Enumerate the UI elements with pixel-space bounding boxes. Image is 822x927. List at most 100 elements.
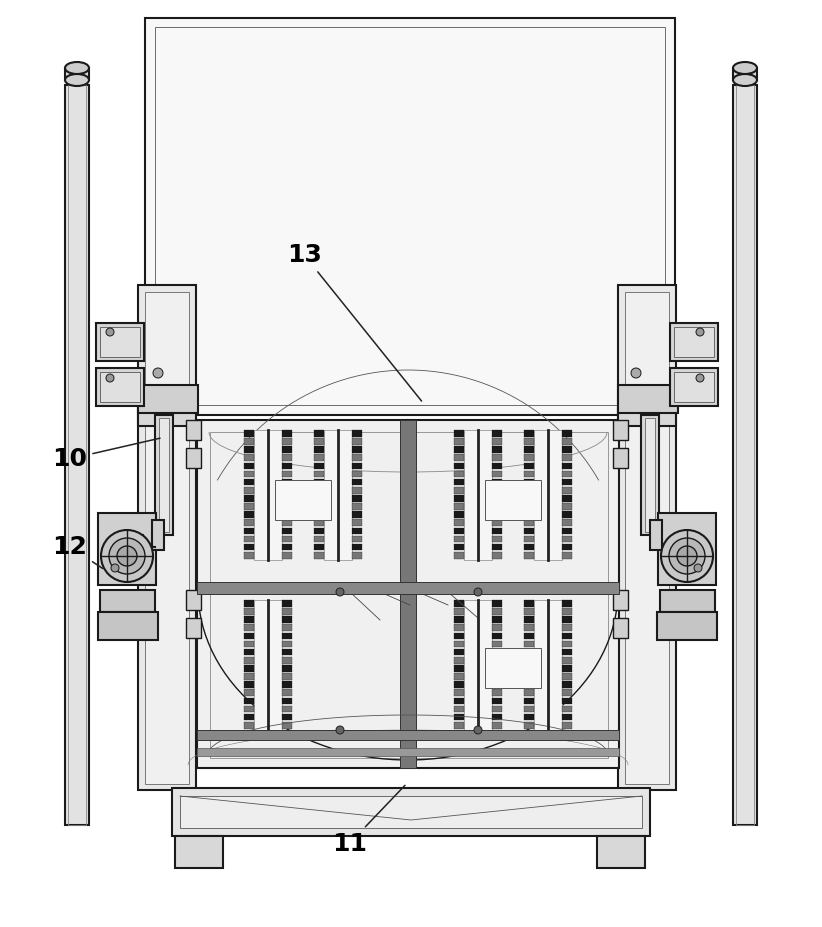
Bar — [244, 463, 254, 469]
Bar — [454, 519, 464, 526]
Bar — [244, 649, 254, 655]
Bar — [562, 681, 572, 688]
Bar — [282, 673, 292, 679]
Circle shape — [109, 538, 145, 574]
Bar — [244, 503, 254, 510]
Bar — [454, 641, 464, 647]
Bar — [660, 590, 715, 612]
Bar — [454, 544, 464, 551]
Bar — [65, 68, 89, 80]
Bar — [492, 690, 502, 696]
Bar — [674, 372, 714, 402]
Bar — [454, 503, 464, 510]
Bar — [454, 705, 464, 712]
Bar — [68, 85, 86, 825]
Bar — [210, 432, 608, 758]
Circle shape — [696, 374, 704, 382]
Bar — [400, 420, 416, 768]
Bar — [492, 495, 502, 502]
Bar — [282, 632, 292, 639]
Bar — [524, 430, 534, 437]
Bar — [492, 600, 502, 606]
Bar — [314, 503, 324, 510]
Bar — [282, 608, 292, 615]
Bar — [282, 446, 292, 453]
Bar — [534, 600, 562, 730]
Ellipse shape — [65, 74, 89, 86]
Bar — [244, 625, 254, 631]
Bar — [524, 616, 534, 623]
Bar — [244, 495, 254, 502]
Bar — [492, 616, 502, 623]
Bar — [244, 430, 254, 437]
Bar — [524, 487, 534, 493]
Bar — [352, 495, 362, 502]
Bar — [736, 85, 754, 825]
Bar — [562, 478, 572, 486]
Bar — [524, 641, 534, 647]
Bar — [352, 536, 362, 542]
Bar — [454, 616, 464, 623]
Bar — [492, 665, 502, 672]
Bar — [454, 487, 464, 493]
Bar — [244, 673, 254, 679]
Bar — [352, 438, 362, 445]
Bar — [492, 714, 502, 720]
Bar — [254, 600, 282, 730]
Bar — [244, 552, 254, 559]
Bar — [454, 625, 464, 631]
Bar — [524, 454, 534, 461]
Circle shape — [117, 546, 137, 566]
Bar — [244, 536, 254, 542]
Text: 10: 10 — [53, 438, 160, 471]
Bar — [524, 705, 534, 712]
Bar — [524, 600, 534, 606]
Bar — [524, 665, 534, 672]
Bar — [244, 657, 254, 664]
Bar — [670, 368, 718, 406]
Bar — [244, 527, 254, 534]
Bar — [658, 513, 716, 585]
Bar — [562, 446, 572, 453]
Bar — [562, 519, 572, 526]
Bar — [524, 697, 534, 705]
Bar — [244, 722, 254, 729]
Bar — [492, 632, 502, 639]
Bar — [562, 487, 572, 493]
Bar — [562, 690, 572, 696]
Bar — [100, 590, 155, 612]
Bar — [562, 544, 572, 551]
Bar — [454, 665, 464, 672]
Bar — [282, 625, 292, 631]
Bar — [155, 415, 173, 535]
Bar — [485, 648, 541, 688]
Bar — [562, 608, 572, 615]
Bar — [733, 85, 757, 825]
Bar — [282, 544, 292, 551]
Circle shape — [101, 530, 153, 582]
Bar — [562, 503, 572, 510]
Bar — [282, 471, 292, 477]
Bar — [524, 657, 534, 664]
Circle shape — [336, 726, 344, 734]
Bar — [454, 454, 464, 461]
Bar — [670, 323, 718, 361]
Bar — [244, 438, 254, 445]
Bar — [492, 438, 502, 445]
Bar — [282, 495, 292, 502]
Bar — [282, 705, 292, 712]
Bar — [454, 657, 464, 664]
Bar — [244, 608, 254, 615]
Circle shape — [669, 538, 705, 574]
Bar — [314, 430, 324, 437]
Bar — [282, 722, 292, 729]
Bar — [244, 478, 254, 486]
Bar — [244, 697, 254, 705]
Bar — [524, 722, 534, 729]
Bar — [492, 552, 502, 559]
Circle shape — [696, 328, 704, 336]
Bar — [282, 649, 292, 655]
Bar — [454, 478, 464, 486]
Bar — [244, 446, 254, 453]
Bar — [244, 487, 254, 493]
